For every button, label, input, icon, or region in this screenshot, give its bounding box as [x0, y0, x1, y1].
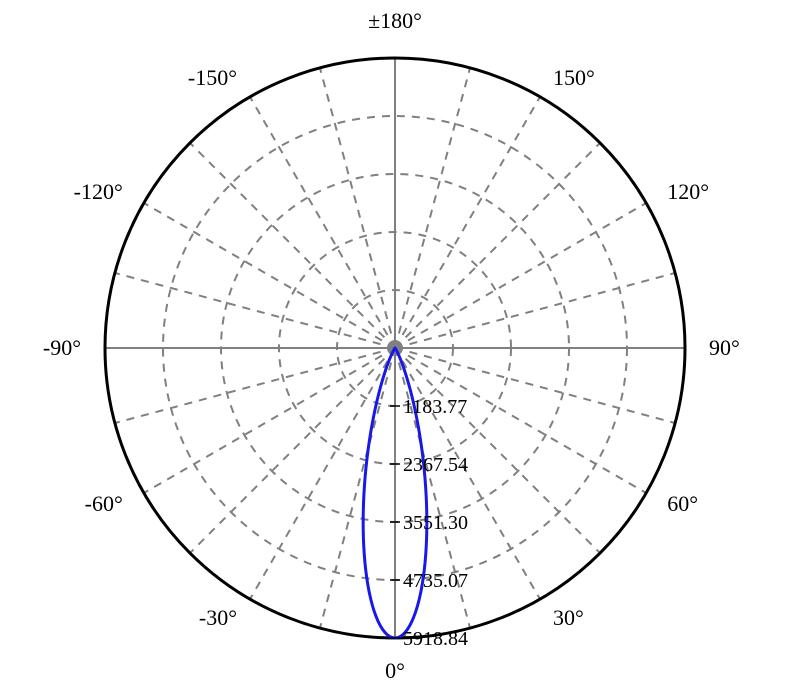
angular-gridline [320, 68, 395, 348]
angle-label: -30° [199, 605, 237, 630]
radial-tick-label: 5918.84 [403, 628, 468, 650]
polar-chart-svg: ±180° 150° 120° 90° 60° 30° 0° -30° -60° -90° -120… [0, 0, 789, 696]
angular-gridline [395, 97, 540, 348]
angle-label: 150° [553, 65, 595, 90]
radial-labels: 1183.77 2367.54 3551.30 4735.07 5918.84 [390, 396, 468, 650]
angle-label: ±180° [368, 8, 422, 33]
angle-label: -120° [74, 179, 123, 204]
angular-gridline [320, 348, 395, 628]
radial-tick-label: 1183.77 [403, 396, 467, 418]
angular-gridline [250, 348, 395, 599]
radial-tick-label: 3551.30 [403, 512, 468, 534]
angle-label: 90° [709, 335, 740, 360]
angular-gridline [395, 143, 600, 348]
angular-gridline [190, 143, 395, 348]
angular-gridline [115, 348, 395, 423]
angle-label: -90° [43, 335, 81, 360]
angular-gridline [395, 203, 646, 348]
angle-label: 120° [667, 179, 709, 204]
angle-label: 0° [385, 658, 405, 683]
angular-gridline [144, 203, 395, 348]
angular-gridline [144, 348, 395, 493]
angular-gridline [250, 97, 395, 348]
angle-label: -150° [188, 65, 237, 90]
angular-gridline [395, 68, 470, 348]
radial-tick-label: 4735.07 [403, 570, 468, 592]
angular-gridline [115, 273, 395, 348]
angular-gridline [395, 273, 675, 348]
angle-label: -60° [85, 491, 123, 516]
radial-tick-label: 2367.54 [403, 454, 468, 476]
angle-label: 60° [667, 491, 698, 516]
angle-label: 30° [553, 605, 584, 630]
polar-chart: ±180° 150° 120° 90° 60° 30° 0° -30° -60° -90° -120… [0, 0, 789, 696]
